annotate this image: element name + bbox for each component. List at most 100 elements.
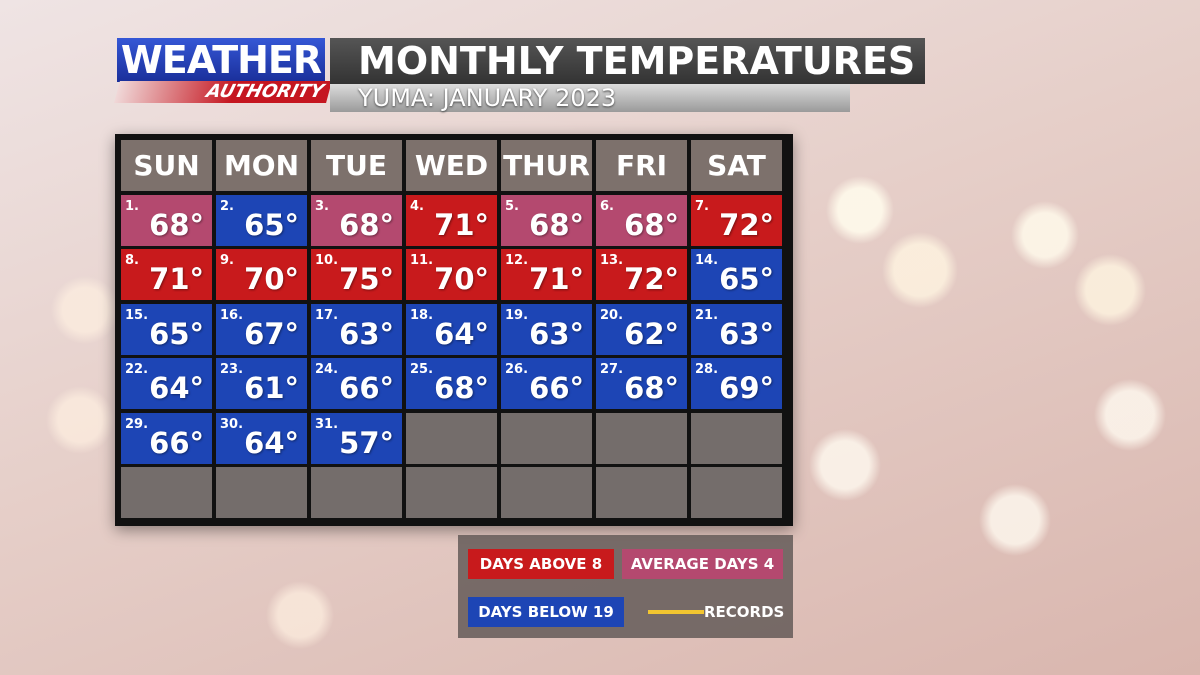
day-number: 12. [505,253,529,268]
day-temp: 69° [719,371,774,405]
day-temp: 66° [529,371,584,405]
day-number: 22. [125,362,149,377]
day-number: 15. [125,307,149,323]
legend-item: DAYS ABOVE 8 [468,549,614,579]
day-temp: 67° [244,316,299,351]
day-temp: 63° [339,316,394,351]
day-temp: 71° [149,262,204,296]
day-temp: 62° [624,316,679,351]
day-temp: 65° [149,316,204,351]
day-number: 21. [695,307,719,323]
legend-item: AVERAGE DAYS 4 [622,549,783,579]
day-temp: 64° [434,316,489,351]
legend-item: DAYS BELOW 19 [468,597,624,627]
day-cell: 10. 75° [311,249,402,300]
empty-cell [501,467,592,518]
day-cell: 4. 71° [406,194,497,246]
day-cell: 15. 65° [121,303,212,355]
title: MONTHLY TEMPERATURES [330,38,925,84]
weekday: TUE [311,140,402,191]
weekday: SUN [121,140,212,191]
day-temp: 68° [624,371,679,405]
day-number: 24. [315,362,339,377]
day-number: 5. [505,198,519,214]
day-number: 11. [410,253,434,268]
empty-cell [406,412,497,464]
weekday: THUR [501,140,592,191]
day-number: 13. [600,253,624,268]
day-temp: 71° [434,207,489,242]
empty-cell [406,467,497,518]
day-cell: 11. 70° [406,249,497,300]
calendar: SUN MON TUE WED THUR FRI SAT 1. 68° 2. 65° 3. 68° 4. 7… [115,134,793,526]
day-number: 30. [220,416,244,432]
empty-cell [596,412,687,464]
day-number: 20. [600,307,624,323]
subtitle: YUMA: JANUARY 2023 [330,84,850,112]
day-cell: 23. 61° [216,358,307,409]
day-cell: 28. 69° [691,358,782,409]
day-number: 9. [220,253,234,268]
empty-cell [216,467,307,518]
empty-cell [311,467,402,518]
day-cell: 27. 68° [596,358,687,409]
day-temp: 71° [529,262,584,296]
day-cell: 14. 65° [691,249,782,300]
day-temp: 63° [719,316,774,351]
day-temp: 57° [339,425,394,460]
day-temp: 68° [529,207,584,242]
empty-cell [691,467,782,518]
day-cell: 5. 68° [501,194,592,246]
day-temp: 70° [244,262,299,296]
day-cell: 6. 68° [596,194,687,246]
empty-cell [596,467,687,518]
day-number: 27. [600,362,624,377]
day-cell: 7. 72° [691,194,782,246]
empty-cell [501,412,592,464]
day-temp: 68° [624,207,679,242]
day-temp: 66° [339,371,394,405]
day-temp: 65° [719,262,774,296]
day-cell: 24. 66° [311,358,402,409]
day-number: 8. [125,253,139,268]
day-temp: 64° [244,425,299,460]
weekday: MON [216,140,307,191]
day-cell: 31. 57° [311,412,402,464]
day-number: 4. [410,198,424,214]
legend-item: RECORDS [704,603,785,621]
day-temp: 75° [339,262,394,296]
day-number: 26. [505,362,529,377]
weekday: WED [406,140,497,191]
day-cell: 21. 63° [691,303,782,355]
day-number: 19. [505,307,529,323]
day-number: 3. [315,198,329,214]
day-cell: 1. 68° [121,194,212,246]
weekday: SAT [691,140,782,191]
day-cell: 18. 64° [406,303,497,355]
day-cell: 25. 68° [406,358,497,409]
day-temp: 68° [149,207,204,242]
day-cell: 8. 71° [121,249,212,300]
day-temp: 65° [244,207,299,242]
day-number: 10. [315,253,339,268]
day-number: 23. [220,362,244,377]
day-cell: 30. 64° [216,412,307,464]
day-number: 6. [600,198,614,214]
day-temp: 68° [434,371,489,405]
empty-cell [691,412,782,464]
day-number: 25. [410,362,434,377]
day-temp: 72° [624,262,679,296]
logo-top: WEATHER [117,38,325,82]
day-cell: 17. 63° [311,303,402,355]
logo-bottom: AUTHORITY [114,81,332,103]
day-number: 7. [695,198,709,214]
day-temp: 61° [244,371,299,405]
day-cell: 12. 71° [501,249,592,300]
day-number: 14. [695,253,719,268]
day-number: 17. [315,307,339,323]
day-number: 2. [220,198,234,214]
day-cell: 2. 65° [216,194,307,246]
legend: DAYS ABOVE 8 AVERAGE DAYS 4 DAYS BELOW 19 R… [458,535,793,638]
legend-swatch [648,610,704,614]
